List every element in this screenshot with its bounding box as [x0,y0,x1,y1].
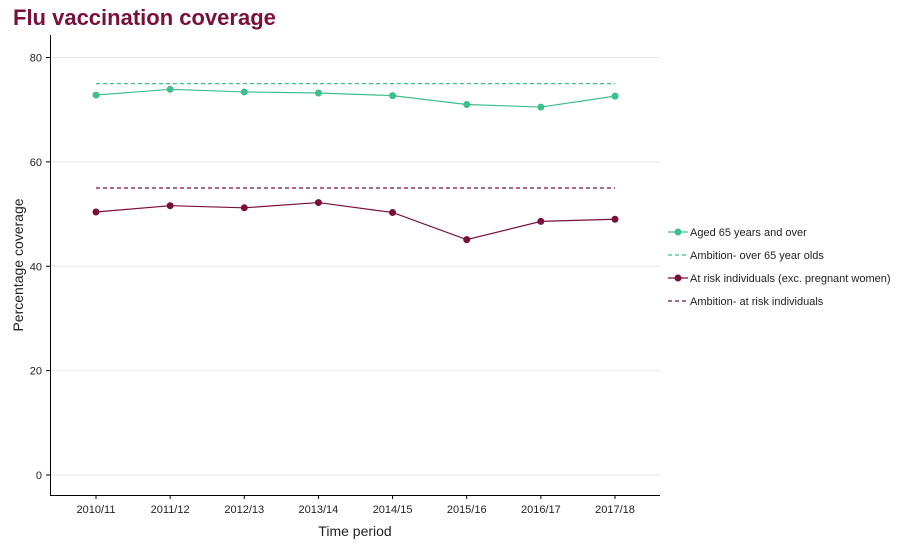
data-point [314,199,322,207]
series-line-3 [95,201,616,241]
series-group [92,82,619,244]
legend: Aged 65 years and over Ambition- over 65 … [668,227,891,308]
x-tick-label: 2015/16 [447,504,487,516]
y-axis-label: Percentage coverage [10,198,26,331]
y-tick-label: 0 [36,470,42,482]
data-point [611,215,619,223]
legend-label-2: Ambition- over 65 year olds [690,250,824,262]
y-tick-label: 60 [30,157,42,169]
x-tick-label: 2012/13 [224,504,264,516]
legend-label-1: Aged 65 years and over [690,227,807,239]
x-tick-label: 2013/14 [299,504,339,516]
legend-marker-1 [674,228,682,236]
gridlines [51,57,660,476]
data-point [92,208,100,216]
data-point [463,236,471,244]
series-line-1 [95,88,616,108]
legend-label-4: Ambition- at risk individuals [690,296,824,308]
data-point [314,89,322,97]
x-tick-label: 2011/12 [151,504,190,516]
data-point [463,100,471,108]
data-point [166,202,174,210]
data-point [611,92,619,100]
data-point [537,217,545,225]
x-tick-label: 2017/18 [595,504,635,516]
y-tick-label: 80 [30,53,42,65]
x-tick-label: 2010/11 [77,504,116,516]
data-point [92,91,100,99]
y-tick-label: 20 [30,366,42,378]
chart-title: Flu vaccination coverage [13,5,276,30]
x-axis-label: Time period [318,523,391,539]
x-tick-label: 2016/17 [521,504,561,516]
legend-label-3: At risk individuals (exc. pregnant women… [690,273,891,285]
legend-marker-3 [674,274,682,282]
x-axis-ticks: 2010/11 2011/12 2012/13 2013/14 2014/15 2015/… [77,495,635,516]
data-point [389,208,397,216]
data-point [537,103,545,111]
y-tick-label: 40 [30,261,42,273]
data-point [240,204,248,212]
data-point [389,92,397,100]
x-tick-label: 2014/15 [373,504,413,516]
data-point [240,88,248,96]
y-axis-ticks: 0 20 40 60 80 [30,53,50,482]
data-point [166,85,174,93]
